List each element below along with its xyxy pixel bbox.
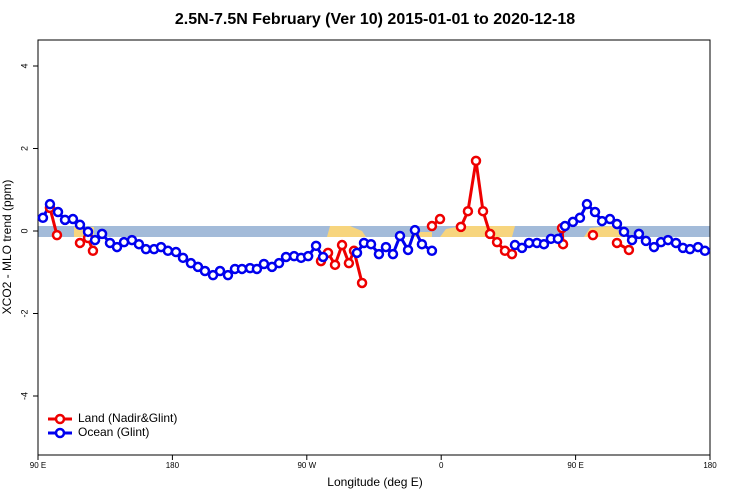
data-point xyxy=(434,213,446,225)
data-point xyxy=(484,228,496,240)
data-point xyxy=(538,238,550,250)
data-point xyxy=(140,243,152,255)
data-point xyxy=(82,226,94,238)
data-point xyxy=(611,237,623,249)
data-point xyxy=(477,205,489,217)
data-point xyxy=(336,239,348,251)
data-point xyxy=(87,245,99,257)
data-point xyxy=(611,218,623,230)
legend-marker xyxy=(54,427,66,439)
data-point xyxy=(373,248,385,260)
y-tick-label: 4 xyxy=(19,63,29,68)
legend-marker xyxy=(54,413,66,425)
data-point xyxy=(273,257,285,269)
data-point xyxy=(89,234,101,246)
y-tick-label: 2 xyxy=(19,146,29,151)
data-point xyxy=(684,243,696,255)
series-line xyxy=(41,201,706,277)
data-point xyxy=(618,226,630,238)
y-tick-label: 0 xyxy=(19,228,29,233)
x-tick-label: 90 E xyxy=(30,461,46,470)
data-point xyxy=(623,244,635,256)
data-point xyxy=(574,212,586,224)
data-point xyxy=(409,224,421,236)
x-tick-label: 0 xyxy=(439,461,444,470)
data-point xyxy=(133,238,145,250)
data-point xyxy=(170,246,182,258)
y-tick-label: -2 xyxy=(19,309,29,317)
legend-label: Land (Nadir&Glint) xyxy=(78,411,177,425)
data-point xyxy=(177,252,189,264)
data-point xyxy=(356,277,368,289)
data-point xyxy=(699,245,711,257)
data-point xyxy=(44,198,56,210)
data-point xyxy=(426,220,438,232)
x-axis-label: Longitude (deg E) xyxy=(327,475,422,489)
data-point xyxy=(258,258,270,270)
data-point xyxy=(387,248,399,260)
data-point xyxy=(310,240,322,252)
data-point xyxy=(51,229,63,241)
data-point xyxy=(222,269,234,281)
y-axis-label: XCO2 - MLO trend (ppm) xyxy=(0,180,14,315)
y-tick-label: -4 xyxy=(19,392,29,400)
data-point xyxy=(455,221,467,233)
data-point xyxy=(251,263,263,275)
data-point xyxy=(589,206,601,218)
data-point xyxy=(302,250,314,262)
legend: Land (Nadir&Glint)Ocean (Glint) xyxy=(48,411,177,439)
data-point xyxy=(380,241,392,253)
data-point xyxy=(351,247,363,259)
plot-frame xyxy=(37,39,711,456)
data-point xyxy=(280,251,292,263)
data-point xyxy=(329,259,341,271)
data-point xyxy=(491,236,503,248)
legend-label: Ocean (Glint) xyxy=(78,425,149,439)
x-tick-label: 90 E xyxy=(567,461,583,470)
data-point xyxy=(462,205,474,217)
data-point xyxy=(402,244,414,256)
data-point xyxy=(640,235,652,247)
data-point xyxy=(552,233,564,245)
data-point xyxy=(52,206,64,218)
data-point xyxy=(470,155,482,167)
data-point xyxy=(365,238,377,250)
data-point xyxy=(74,219,86,231)
data-point xyxy=(670,237,682,249)
data-point xyxy=(37,212,49,224)
data-point xyxy=(67,213,79,225)
data-point xyxy=(426,245,438,257)
data-point xyxy=(587,229,599,241)
data-point xyxy=(633,228,645,240)
data-point xyxy=(111,241,123,253)
x-tick-label: 180 xyxy=(166,461,180,470)
data-point xyxy=(162,245,174,257)
data-point xyxy=(604,213,616,225)
data-point xyxy=(317,251,329,263)
data-point xyxy=(559,220,571,232)
x-tick-label: 90 W xyxy=(297,461,316,470)
data-point xyxy=(214,265,226,277)
data-point xyxy=(394,230,406,242)
data-point xyxy=(96,228,108,240)
data-point xyxy=(506,248,518,260)
data-point xyxy=(74,237,86,249)
data-point xyxy=(626,234,638,246)
data-point xyxy=(343,257,355,269)
data-point xyxy=(416,238,428,250)
data-point xyxy=(199,265,211,277)
map-strip xyxy=(38,226,710,237)
data-point xyxy=(516,242,528,254)
data-point xyxy=(648,241,660,253)
data-point xyxy=(236,263,248,275)
chart-title: 2.5N-7.5N February (Ver 10) 2015-01-01 t… xyxy=(175,11,575,28)
x-tick-label: 180 xyxy=(703,461,717,470)
data-point xyxy=(581,198,593,210)
